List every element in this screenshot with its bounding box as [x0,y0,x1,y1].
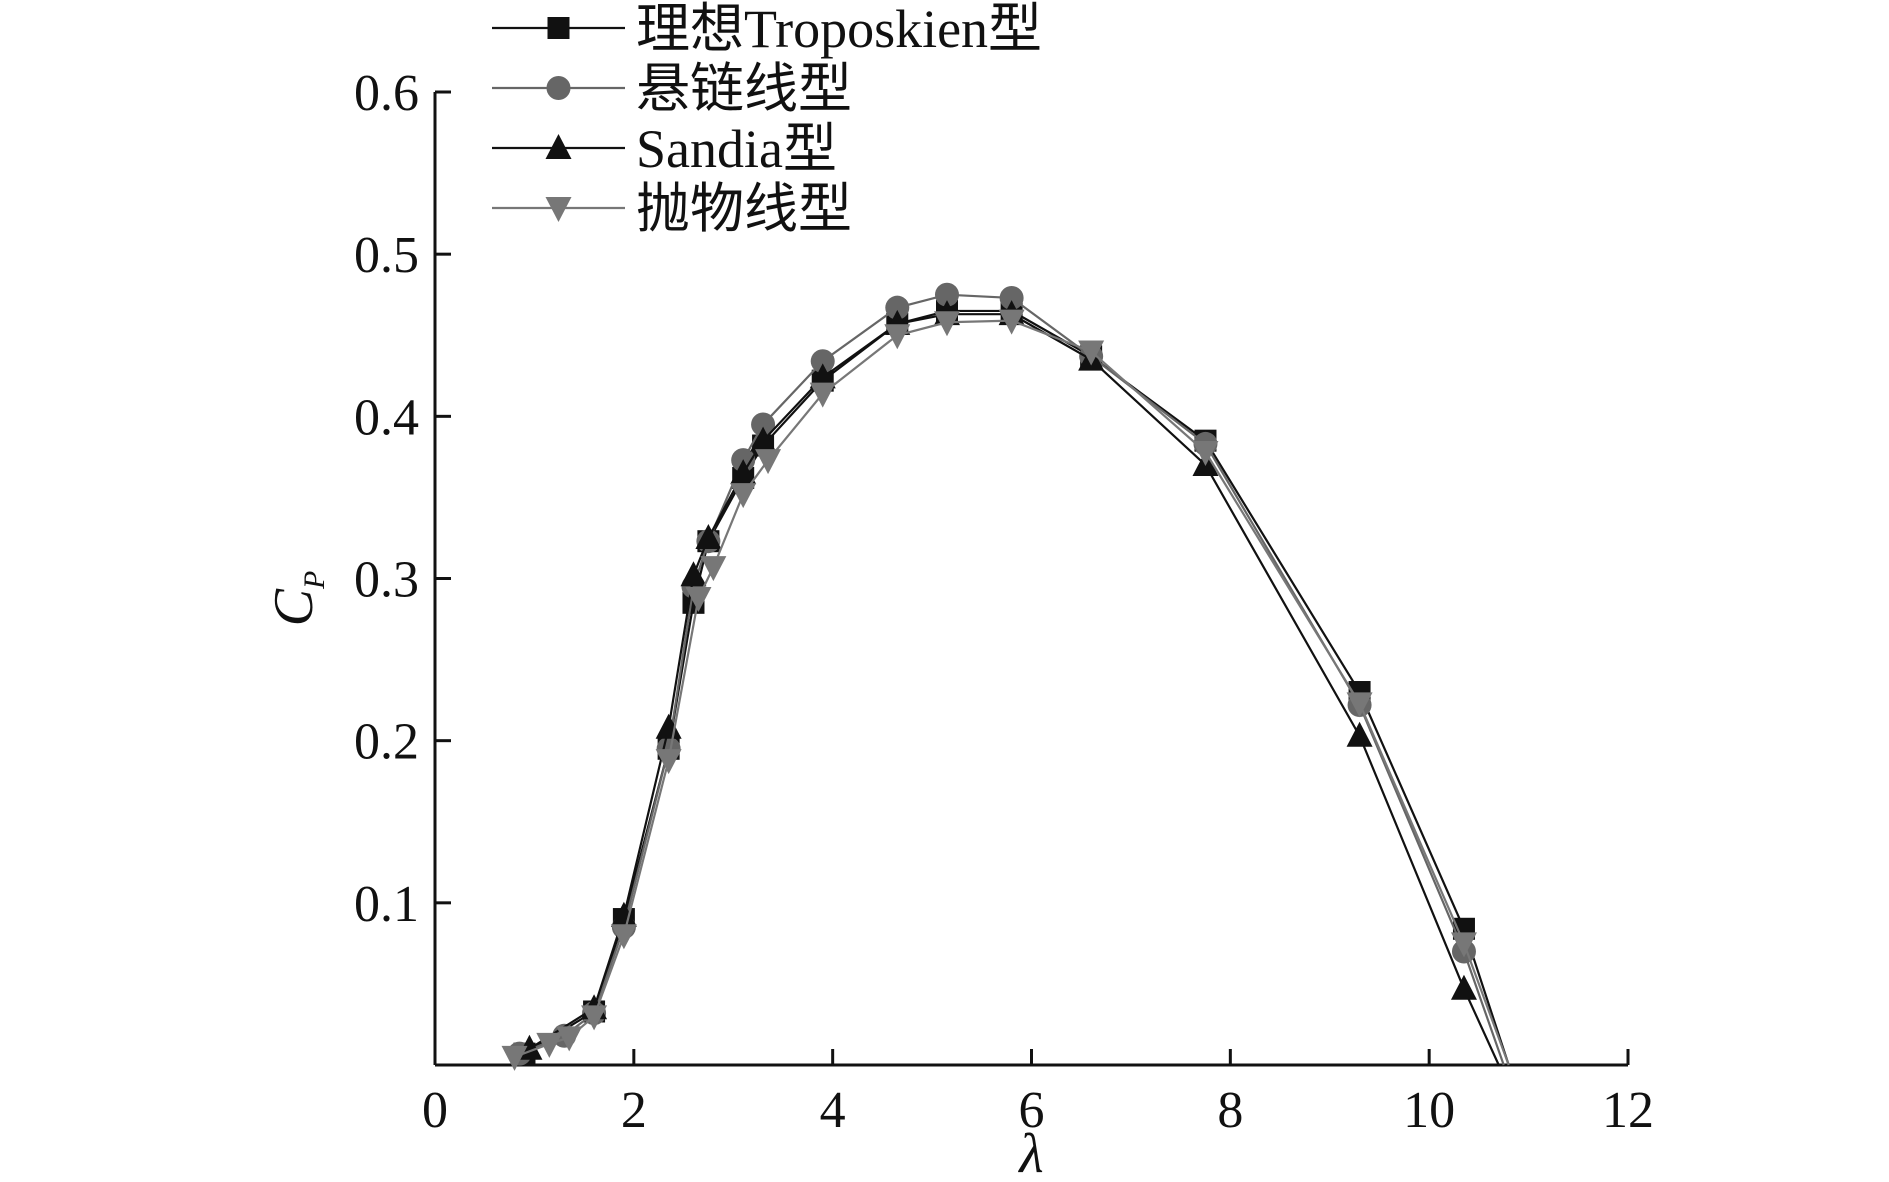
legend-marker [546,76,571,100]
legend-marker [547,17,570,39]
plot-series [501,282,1510,1071]
data-point [556,1026,583,1052]
data-point [680,561,707,587]
series-line [519,293,1505,1066]
y-tick-label: 0.4 [354,389,419,446]
data-point [999,285,1024,310]
data-point [1346,692,1373,718]
data-point [610,924,637,950]
data-point [695,523,722,549]
axes: 0 2 4 6 8 10 12 0.1 0.2 0.3 0.4 0.5 0.6 λ CP [263,65,1654,1182]
data-point [655,749,682,775]
data-point [809,382,836,408]
data-point [810,349,835,374]
data-point [750,426,777,452]
data-point [1078,340,1105,366]
data-point [610,901,637,927]
y-tick-label: 0.3 [354,552,419,609]
data-point [1346,721,1373,747]
x-tick-label: 0 [422,1082,448,1139]
data-point [885,295,910,320]
data-point [581,1005,608,1031]
data-point [1450,974,1477,1000]
data-point [685,586,712,612]
x-axis-label: λ [1017,1123,1043,1177]
data-point [809,363,836,389]
legend-label: 悬链线型 [636,59,852,119]
y-axis-label: CP [263,571,331,627]
series-2 [507,282,1505,1066]
data-point [501,1045,528,1071]
data-point [751,412,776,437]
y-axis-label-main: C [263,588,325,626]
legend-marker [545,134,572,159]
legend-marker [545,197,572,222]
legend-item-3: Sandia型 [492,119,837,179]
legend-item-1: 理想Troposkien型 [492,0,1042,59]
data-point [1192,441,1219,467]
x-tick-label: 12 [1602,1082,1654,1139]
x-tick-label: 8 [1217,1082,1243,1139]
data-point [884,324,911,350]
data-point [934,282,959,307]
x-tick-label: 6 [1019,1082,1045,1139]
data-point [655,713,682,739]
data-point [998,309,1025,335]
data-point [536,1032,563,1058]
y-axis-label-subscript: P [298,571,331,590]
y-tick-label: 0.6 [354,65,419,122]
series-4 [501,309,1510,1071]
data-point [730,483,757,509]
x-tick-label: 10 [1403,1082,1455,1139]
legend-label: 理想Troposkien型 [636,0,1042,59]
legend-label: 抛物线型 [636,179,852,239]
legend-item-4: 抛物线型 [492,179,852,239]
x-tick-label: 4 [820,1082,846,1139]
y-tick-label: 0.1 [354,876,419,933]
y-tick-label: 0.5 [354,227,419,284]
data-point [700,556,727,582]
legend-item-2: 悬链线型 [492,59,852,119]
series-1 [513,299,1510,1066]
data-point [755,449,782,475]
y-tick-label: 0.2 [354,714,419,771]
data-point [933,311,960,337]
legend-label: Sandia型 [636,119,837,179]
data-point [730,459,757,485]
data-point [1450,932,1477,958]
x-tick-label: 2 [621,1082,647,1139]
